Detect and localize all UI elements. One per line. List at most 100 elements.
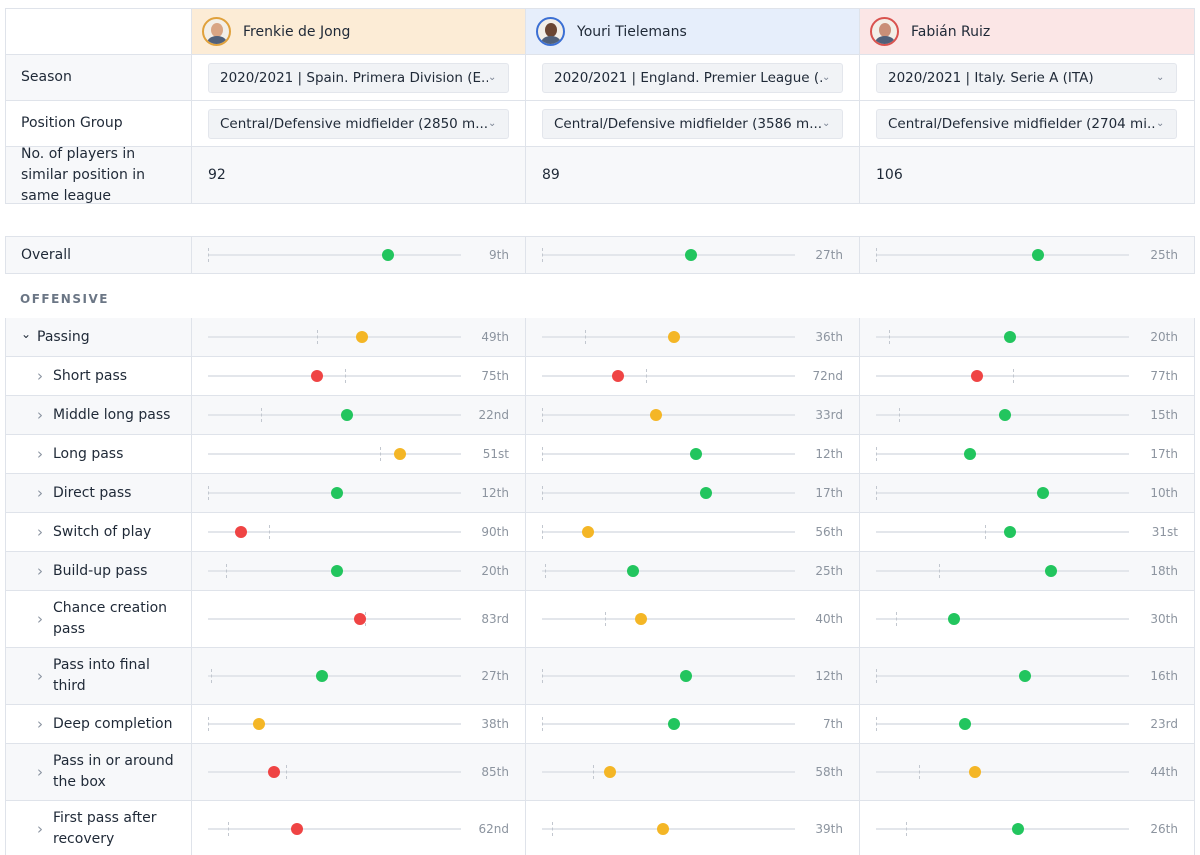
league-average-marker	[344, 369, 346, 383]
metric-row[interactable]: › Pass in or around the box	[5, 744, 192, 801]
percentile-dot[interactable]	[680, 670, 693, 682]
percentile-dot[interactable]	[331, 565, 344, 577]
percentile-dot[interactable]	[657, 823, 670, 835]
chevron-right-icon[interactable]: ›	[37, 610, 43, 628]
percentile-dot[interactable]	[234, 526, 247, 538]
league-average-marker	[542, 447, 543, 461]
percentile-dot[interactable]	[267, 766, 280, 778]
rank-label: 72nd	[812, 369, 844, 383]
overall-cell: 27th	[526, 236, 860, 274]
percentile-dot[interactable]	[381, 249, 394, 261]
percentile-bar	[542, 822, 795, 836]
percentile-dot[interactable]	[649, 409, 662, 421]
metric-row[interactable]: › Deep completion	[5, 705, 192, 744]
metric-row[interactable]: › Middle long pass	[5, 396, 192, 435]
percentile-dot[interactable]	[1004, 331, 1017, 343]
chevron-down-icon[interactable]: ⌄	[21, 327, 32, 341]
percentile-bar	[542, 669, 795, 683]
percentile-dot[interactable]	[690, 448, 703, 460]
percentile-dot[interactable]	[634, 613, 647, 625]
percentile-bar	[876, 564, 1129, 578]
percentile-dot[interactable]	[1031, 249, 1044, 261]
percentile-dot[interactable]	[627, 565, 640, 577]
percentile-dot[interactable]	[315, 670, 328, 682]
percentile-dot[interactable]	[394, 448, 407, 460]
chevron-right-icon[interactable]: ›	[37, 445, 43, 463]
percentile-dot[interactable]	[1011, 823, 1024, 835]
percentile-bar	[208, 369, 461, 383]
season-select[interactable]: 2020/2021 | Spain. Primera Division (E..…	[208, 62, 509, 93]
percentile-dot[interactable]	[999, 409, 1012, 421]
metric-row[interactable]: › Short pass	[5, 357, 192, 396]
percentile-dot[interactable]	[667, 331, 680, 343]
overall-cell: 9th	[192, 236, 526, 274]
rank-label: 27th	[481, 669, 509, 683]
position-group-select[interactable]: Central/Defensive midfielder (2704 mi...…	[876, 108, 1177, 139]
percentile-dot[interactable]	[948, 613, 961, 625]
percentile-dot[interactable]	[685, 249, 698, 261]
percentile-bar	[876, 369, 1129, 383]
metric-row[interactable]: › Long pass	[5, 435, 192, 474]
chevron-right-icon[interactable]: ›	[37, 367, 43, 385]
league-average-marker	[380, 447, 382, 461]
league-average-marker	[876, 447, 877, 461]
metric-row[interactable]: › Chance creation pass	[5, 591, 192, 648]
percentile-dot[interactable]	[971, 370, 984, 382]
percentile-dot[interactable]	[1019, 670, 1032, 682]
metric-value-cell: 16th	[860, 648, 1195, 705]
percentile-dot[interactable]	[1036, 487, 1049, 499]
rank-label: 16th	[1150, 669, 1178, 683]
percentile-bar	[876, 486, 1129, 500]
percentile-dot[interactable]	[290, 823, 303, 835]
metric-row[interactable]: › Pass into final third	[5, 648, 192, 705]
metric-row[interactable]: › Direct pass	[5, 474, 192, 513]
percentile-dot[interactable]	[611, 370, 624, 382]
percentile-dot[interactable]	[581, 526, 594, 538]
percentile-dot[interactable]	[353, 613, 366, 625]
rank-label: 33rd	[815, 408, 843, 422]
rank-label: 9th	[489, 248, 509, 262]
chevron-right-icon[interactable]: ›	[37, 820, 43, 838]
league-average-marker	[544, 564, 546, 578]
player-column-header: Fabián Ruiz	[860, 8, 1195, 55]
percentile-dot[interactable]	[1044, 565, 1057, 577]
metric-row[interactable]: › First pass after recovery	[5, 801, 192, 855]
season-select[interactable]: 2020/2021 | Italy. Serie A (ITA) ⌄	[876, 62, 1177, 93]
metric-row[interactable]: › Switch of play	[5, 513, 192, 552]
percentile-dot[interactable]	[310, 370, 323, 382]
percentile-bar	[876, 248, 1129, 262]
rank-label: 38th	[481, 717, 509, 731]
percentile-dot[interactable]	[604, 766, 617, 778]
percentile-dot[interactable]	[958, 718, 971, 730]
percentile-dot[interactable]	[963, 448, 976, 460]
position-group-select[interactable]: Central/Defensive midfielder (2850 m... ⌄	[208, 108, 509, 139]
percentile-dot[interactable]	[968, 766, 981, 778]
rank-label: 31st	[1151, 525, 1178, 539]
league-average-marker	[208, 248, 209, 262]
position-cell: Central/Defensive midfielder (3586 m... ⌄	[526, 101, 860, 147]
percentile-dot[interactable]	[356, 331, 369, 343]
chevron-right-icon[interactable]: ›	[37, 523, 43, 541]
chevron-right-icon[interactable]: ›	[37, 667, 43, 685]
metric-row[interactable]: › Build-up pass	[5, 552, 192, 591]
chevron-right-icon[interactable]: ›	[37, 715, 43, 733]
metric-group-row[interactable]: ⌄ Passing	[5, 318, 192, 357]
percentile-dot[interactable]	[252, 718, 265, 730]
chevron-right-icon[interactable]: ›	[37, 562, 43, 580]
position-group-select[interactable]: Central/Defensive midfielder (3586 m... ⌄	[542, 108, 843, 139]
chevron-right-icon[interactable]: ›	[37, 763, 43, 781]
season-select[interactable]: 2020/2021 | England. Premier League (...…	[542, 62, 843, 93]
percentile-dot[interactable]	[331, 487, 344, 499]
percentile-dot[interactable]	[1004, 526, 1017, 538]
percentile-dot[interactable]	[341, 409, 354, 421]
percentile-dot[interactable]	[667, 718, 680, 730]
overall-row: Overall 9th 27th 25th	[5, 236, 1195, 274]
chevron-right-icon[interactable]: ›	[37, 406, 43, 424]
chevron-right-icon[interactable]: ›	[37, 484, 43, 502]
player-column-header: Youri Tielemans	[526, 8, 860, 55]
rank-label: 20th	[1150, 330, 1178, 344]
metric-value-cell: 22nd	[192, 396, 526, 435]
percentile-dot[interactable]	[700, 487, 713, 499]
percentile-bar	[208, 822, 461, 836]
section-title-offensive: OFFENSIVE	[20, 292, 109, 306]
